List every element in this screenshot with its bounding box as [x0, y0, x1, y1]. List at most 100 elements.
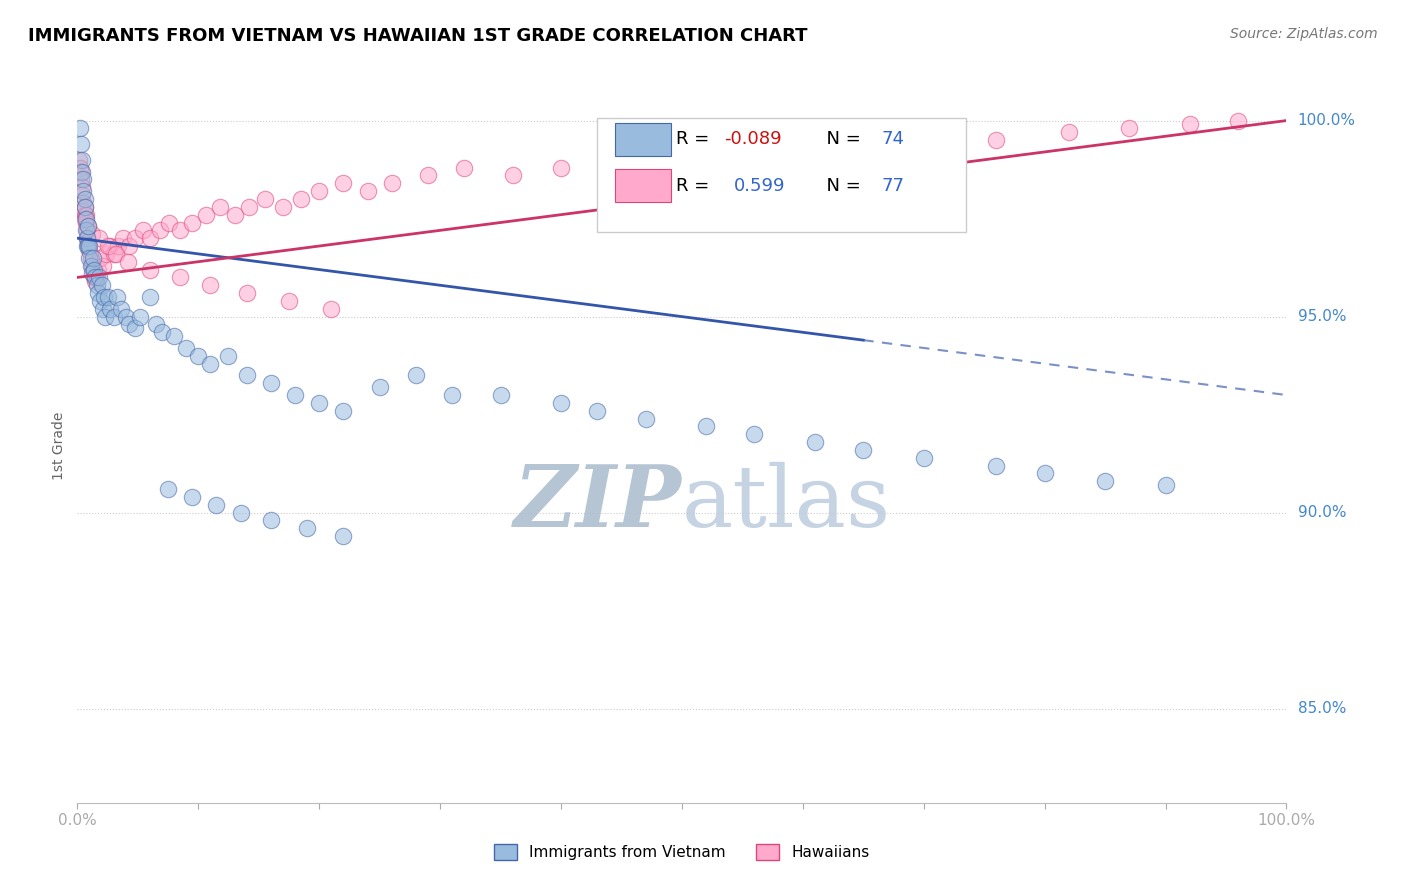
Point [89, 251, 111, 265]
Text: 74: 74 [882, 130, 904, 148]
Point [73, 208, 96, 222]
Point [163, 329, 186, 343]
Point [550, 396, 572, 410]
Point [86, 270, 108, 285]
Point [718, 153, 741, 167]
Point [586, 403, 609, 417]
Point [986, 133, 1008, 147]
Point [79, 251, 101, 265]
Point [986, 458, 1008, 473]
Point [75, 211, 97, 226]
Text: IMMIGRANTS FROM VIETNAM VS HAWAIIAN 1ST GRADE CORRELATION CHART: IMMIGRANTS FROM VIETNAM VS HAWAIIAN 1ST … [28, 27, 807, 45]
Point [332, 403, 354, 417]
Legend: Immigrants from Vietnam, Hawaiians: Immigrants from Vietnam, Hawaiians [488, 838, 876, 866]
Point [96, 239, 118, 253]
Point [83, 262, 105, 277]
Text: 95.0%: 95.0% [1298, 310, 1346, 324]
Point [93, 290, 115, 304]
Point [381, 176, 404, 190]
Point [235, 286, 257, 301]
Point [260, 376, 283, 391]
Point [118, 318, 141, 332]
Point [103, 247, 125, 261]
Point [72, 172, 94, 186]
Point [70, 137, 93, 152]
Point [1227, 113, 1250, 128]
Y-axis label: 1st Grade: 1st Grade [52, 412, 66, 480]
Point [181, 215, 204, 229]
Point [103, 310, 125, 324]
Point [72, 203, 94, 218]
Point [308, 396, 330, 410]
Point [124, 321, 146, 335]
Point [73, 192, 96, 206]
Point [139, 290, 162, 304]
Point [77, 219, 100, 234]
Point [224, 208, 246, 222]
Point [194, 208, 217, 222]
Point [77, 235, 100, 249]
Point [356, 184, 378, 198]
Point [208, 200, 231, 214]
Point [83, 270, 105, 285]
Point [84, 270, 107, 285]
Point [598, 153, 620, 167]
Point [290, 192, 312, 206]
Point [804, 435, 827, 450]
Point [235, 368, 257, 383]
Point [150, 326, 173, 340]
Point [332, 529, 354, 543]
Point [779, 145, 801, 159]
Point [148, 223, 170, 237]
Point [98, 239, 121, 253]
Point [67, 153, 90, 167]
Point [79, 251, 101, 265]
Point [72, 184, 94, 198]
Point [218, 349, 240, 363]
Point [634, 411, 657, 425]
Point [79, 239, 101, 253]
Point [87, 262, 110, 277]
Point [87, 286, 110, 301]
Point [489, 388, 512, 402]
FancyBboxPatch shape [598, 118, 966, 232]
Point [205, 498, 228, 512]
Point [77, 239, 100, 253]
Point [77, 219, 100, 234]
Point [70, 164, 93, 178]
Point [912, 141, 935, 155]
Point [86, 278, 108, 293]
Point [91, 301, 114, 316]
Point [114, 310, 136, 324]
Point [110, 301, 132, 316]
FancyBboxPatch shape [616, 123, 671, 155]
Point [278, 293, 301, 308]
Point [131, 223, 153, 237]
Point [912, 450, 935, 465]
Point [1094, 475, 1116, 489]
Point [1118, 121, 1140, 136]
Point [284, 388, 307, 402]
Point [1178, 118, 1201, 132]
Point [91, 259, 114, 273]
Point [76, 231, 98, 245]
Point [107, 239, 129, 253]
Point [453, 161, 475, 175]
Point [87, 270, 110, 285]
Point [72, 195, 94, 210]
Text: Source: ZipAtlas.com: Source: ZipAtlas.com [1230, 27, 1378, 41]
Text: atlas: atlas [682, 461, 891, 545]
Point [105, 290, 128, 304]
Point [229, 506, 252, 520]
FancyBboxPatch shape [616, 169, 671, 202]
Point [169, 223, 191, 237]
Point [79, 259, 101, 273]
Point [260, 514, 283, 528]
Point [139, 231, 162, 245]
Point [321, 301, 343, 316]
Point [129, 310, 152, 324]
Point [87, 231, 110, 245]
Point [69, 161, 91, 175]
Text: 90.0%: 90.0% [1298, 505, 1346, 520]
Point [82, 262, 104, 277]
